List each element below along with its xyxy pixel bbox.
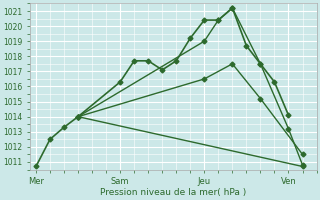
X-axis label: Pression niveau de la mer( hPa ): Pression niveau de la mer( hPa ) <box>100 188 247 197</box>
